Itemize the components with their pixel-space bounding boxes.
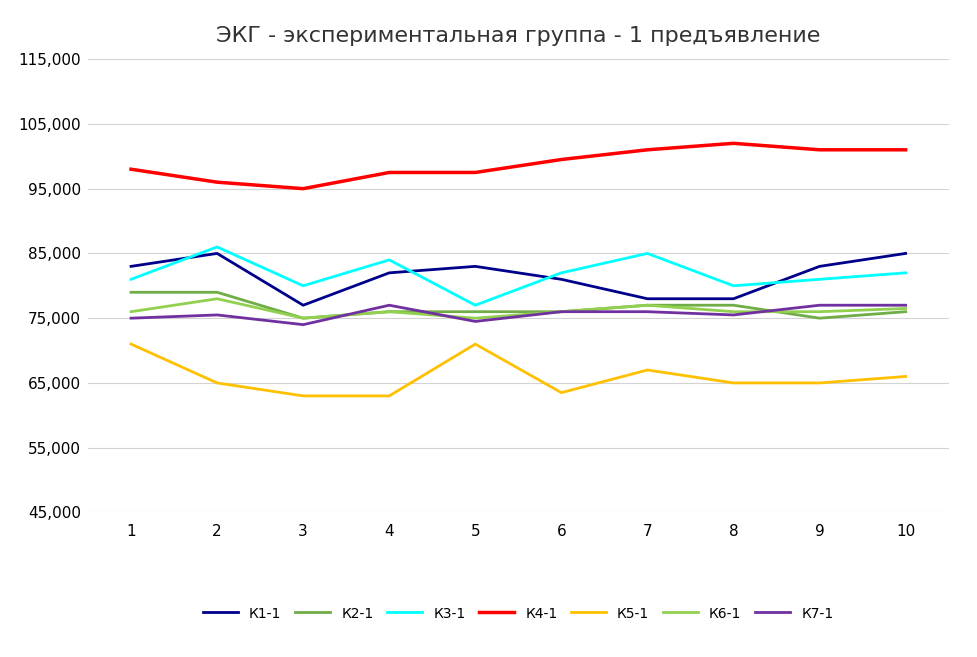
К1-1 — [641, 295, 653, 303]
К4-1 — [899, 146, 911, 154]
К6-1 — [641, 302, 653, 309]
К7-1 — [641, 307, 653, 315]
К7-1 — [727, 311, 739, 319]
К6-1 — [297, 314, 309, 322]
К3-1 — [125, 275, 137, 283]
К2-1 — [383, 307, 395, 315]
К3-1 — [727, 282, 739, 290]
К7-1 — [211, 311, 223, 319]
К1-1 — [125, 262, 137, 270]
К2-1 — [297, 314, 309, 322]
К5-1 — [211, 379, 223, 387]
К4-1 — [125, 166, 137, 173]
К7-1 — [383, 302, 395, 309]
К2-1 — [899, 307, 911, 315]
К5-1 — [297, 392, 309, 400]
К5-1 — [469, 340, 481, 348]
К5-1 — [899, 373, 911, 380]
Line: К7-1: К7-1 — [131, 306, 905, 325]
К4-1 — [383, 168, 395, 176]
К7-1 — [899, 302, 911, 309]
К4-1 — [211, 178, 223, 186]
Line: К5-1: К5-1 — [131, 344, 905, 396]
К1-1 — [469, 262, 481, 270]
К7-1 — [297, 321, 309, 328]
К4-1 — [641, 146, 653, 154]
К1-1 — [211, 250, 223, 258]
К1-1 — [383, 269, 395, 277]
К6-1 — [899, 305, 911, 313]
К4-1 — [555, 156, 567, 164]
К1-1 — [727, 295, 739, 303]
Line: К6-1: К6-1 — [131, 299, 905, 318]
К2-1 — [555, 307, 567, 315]
Title: ЭКГ - экспериментальная группа - 1 предъявление: ЭКГ - экспериментальная группа - 1 предъ… — [216, 26, 820, 47]
К7-1 — [555, 307, 567, 315]
К3-1 — [383, 256, 395, 264]
К4-1 — [469, 168, 481, 176]
К4-1 — [297, 185, 309, 193]
К3-1 — [469, 302, 481, 309]
К2-1 — [469, 307, 481, 315]
К5-1 — [641, 366, 653, 374]
К5-1 — [125, 340, 137, 348]
К6-1 — [813, 307, 825, 315]
К3-1 — [211, 243, 223, 251]
Line: К1-1: К1-1 — [131, 254, 905, 306]
К2-1 — [641, 302, 653, 309]
К1-1 — [297, 302, 309, 309]
К7-1 — [813, 302, 825, 309]
К5-1 — [727, 379, 739, 387]
К3-1 — [813, 275, 825, 283]
К6-1 — [125, 307, 137, 315]
К2-1 — [727, 302, 739, 309]
К6-1 — [555, 307, 567, 315]
К6-1 — [211, 295, 223, 303]
Line: К4-1: К4-1 — [131, 143, 905, 189]
К6-1 — [469, 314, 481, 322]
К4-1 — [813, 146, 825, 154]
К6-1 — [383, 307, 395, 315]
К3-1 — [641, 250, 653, 258]
К7-1 — [125, 314, 137, 322]
К5-1 — [555, 389, 567, 397]
К3-1 — [555, 269, 567, 277]
К2-1 — [125, 288, 137, 296]
К5-1 — [383, 392, 395, 400]
К3-1 — [899, 269, 911, 277]
К3-1 — [297, 282, 309, 290]
К2-1 — [813, 314, 825, 322]
Line: К3-1: К3-1 — [131, 247, 905, 306]
К1-1 — [899, 250, 911, 258]
К7-1 — [469, 317, 481, 325]
К1-1 — [555, 275, 567, 283]
Legend: К1-1, К2-1, К3-1, К4-1, К5-1, К6-1, К7-1: К1-1, К2-1, К3-1, К4-1, К5-1, К6-1, К7-1 — [197, 601, 838, 626]
К4-1 — [727, 139, 739, 147]
К1-1 — [813, 262, 825, 270]
К6-1 — [727, 307, 739, 315]
К2-1 — [211, 288, 223, 296]
Line: К2-1: К2-1 — [131, 292, 905, 318]
К5-1 — [813, 379, 825, 387]
